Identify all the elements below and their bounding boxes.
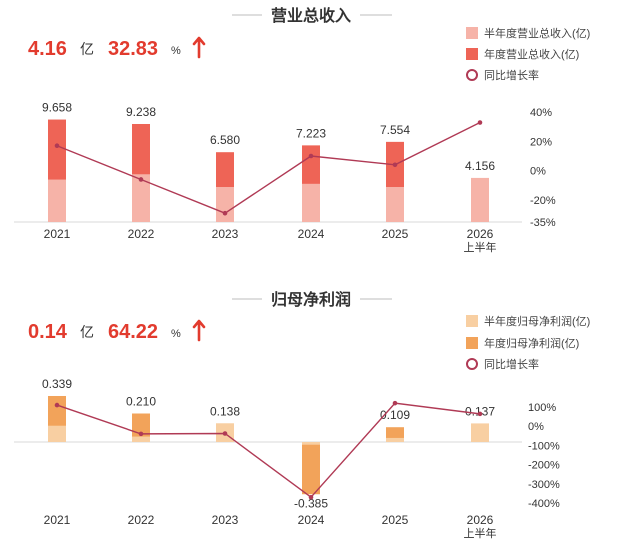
- headline-value: 0.14: [28, 321, 68, 343]
- growth-rate-point: [54, 143, 60, 149]
- x-tick-label: 2022: [128, 513, 155, 527]
- net-profit-chart: 0.339 2021 0.210 2022 0.138 2023 -0.385 2024 0.1…: [14, 377, 560, 540]
- x-tick-label: 2026: [467, 513, 494, 527]
- right-axis-tick-label: -400%: [528, 498, 560, 510]
- legend-label-full: 年度营业总收入(亿): [484, 47, 579, 61]
- legend-label-half: 半年度归母净利润(亿): [484, 314, 590, 328]
- headline-unit: 亿: [80, 324, 94, 340]
- legend-swatch-full: [466, 48, 478, 60]
- growth-rate-line: [56, 121, 481, 214]
- growth-rate-point: [222, 210, 228, 216]
- bar-data-label: 7.223: [296, 126, 326, 140]
- growth-rate-point: [477, 411, 483, 417]
- right-axis-tick-label: 100%: [528, 402, 556, 414]
- growth-rate-point: [54, 402, 60, 408]
- legend-marker-growth: [466, 358, 478, 370]
- right-axis-tick-label: -20%: [530, 195, 556, 207]
- headline-unit: 亿: [80, 41, 94, 57]
- right-axis-tick-label: -35%: [530, 217, 556, 229]
- bar-data-label: 9.238: [126, 105, 156, 119]
- bar-data-label: 0.137: [465, 404, 495, 418]
- x-tick-label: 2024: [298, 513, 325, 527]
- headline-value: 4.16: [28, 38, 67, 60]
- growth-rate-point: [308, 494, 314, 500]
- bar-data-label: 4.156: [465, 159, 495, 173]
- revenue-panel: 营业总收入 4.16 亿 32.83 % 半年度营业总收入(亿) 年度营业总收入…: [14, 6, 590, 254]
- headline-pct-unit: %: [171, 45, 181, 57]
- bar-data-label: 0.210: [126, 395, 156, 409]
- legend: 半年度归母净利润(亿) 年度归母净利润(亿) 同比增长率: [466, 314, 590, 371]
- half-year-bar: [216, 186, 234, 222]
- up-arrow-icon: [192, 36, 206, 59]
- right-axis-tick-label: -300%: [528, 479, 560, 491]
- right-axis-tick-label: 40%: [530, 107, 552, 119]
- annual-bar: [132, 413, 150, 442]
- growth-rate-line: [56, 402, 481, 499]
- headline-pct-unit: %: [171, 328, 181, 340]
- panel-title: 营业总收入: [271, 6, 351, 25]
- x-tick-label: 2021: [44, 227, 71, 241]
- x-tick-label: 2024: [298, 227, 325, 241]
- half-year-bar: [132, 436, 150, 442]
- growth-rate-point: [392, 162, 398, 168]
- half-year-bar: [302, 442, 320, 445]
- growth-rate-point: [138, 177, 144, 182]
- annual-bar: [302, 442, 320, 495]
- right-axis-tick-label: 0%: [528, 421, 544, 433]
- revenue-chart: 9.658 2021 9.238 2022 6.580 2023 7.223 2024 7.55…: [14, 101, 556, 254]
- x-tick-label: 2023: [212, 227, 239, 241]
- half-year-bar: [48, 179, 66, 222]
- half-year-bar: [48, 425, 66, 442]
- x-tick-label: 2026: [467, 227, 494, 241]
- legend-swatch-half: [466, 27, 478, 39]
- legend-swatch-full: [466, 337, 478, 349]
- half-year-bar: [132, 174, 150, 222]
- legend-label-growth: 同比增长率: [484, 68, 539, 82]
- x-tick-label: 2025: [382, 513, 409, 527]
- x-tick-label: 2021: [44, 513, 71, 527]
- right-axis-tick-label: -100%: [528, 440, 560, 452]
- right-axis-tick-label: -200%: [528, 460, 560, 472]
- legend-marker-growth: [466, 69, 478, 81]
- bar-data-label: 6.580: [210, 133, 240, 147]
- headline-pct: 64.22: [108, 321, 158, 343]
- half-year-bar: [386, 186, 404, 222]
- growth-rate-point: [477, 120, 483, 125]
- half-year-bar: [386, 437, 404, 442]
- legend-label-full: 年度归母净利润(亿): [484, 336, 579, 350]
- legend: 半年度营业总收入(亿) 年度营业总收入(亿) 同比增长率: [466, 26, 590, 82]
- bar-data-label: 0.339: [42, 377, 72, 391]
- bar-data-label: 9.658: [42, 101, 72, 115]
- bar-data-label: 7.554: [380, 123, 410, 137]
- half-year-bar: [471, 177, 489, 222]
- panel-title: 归母净利润: [271, 290, 351, 309]
- right-axis-tick-label: 0%: [530, 166, 546, 178]
- bar-data-label: -0.385: [294, 496, 328, 510]
- x-tick-label: 上半年: [464, 240, 497, 254]
- net-profit-panel: 归母净利润 0.14 亿 64.22 % 半年度归母净利润(亿) 年度归母净利润…: [14, 290, 590, 540]
- growth-rate-point: [222, 431, 228, 436]
- legend-label-growth: 同比增长率: [484, 357, 539, 371]
- growth-rate-point: [138, 431, 144, 437]
- half-year-bar: [471, 423, 489, 442]
- growth-rate-point: [392, 400, 398, 406]
- x-tick-label: 上半年: [464, 526, 497, 540]
- headline-pct: 32.83: [108, 38, 158, 60]
- growth-rate-point: [308, 153, 314, 159]
- half-year-bar: [302, 183, 320, 222]
- bar-data-label: 0.138: [210, 404, 240, 418]
- up-arrow-icon: [192, 319, 206, 342]
- legend-label-half: 半年度营业总收入(亿): [484, 26, 590, 40]
- x-tick-label: 2025: [382, 227, 409, 241]
- right-axis-tick-label: 20%: [530, 136, 552, 148]
- x-tick-label: 2022: [128, 227, 155, 241]
- legend-swatch-half: [466, 315, 478, 327]
- x-tick-label: 2023: [212, 513, 239, 527]
